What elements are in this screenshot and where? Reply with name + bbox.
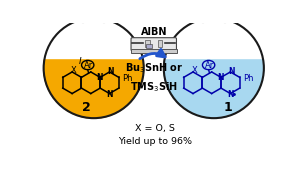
Text: X: X [192,66,197,75]
FancyArrowPatch shape [140,49,165,59]
Bar [146,44,152,48]
Circle shape [164,18,264,118]
Text: N: N [96,73,103,82]
Text: N: N [107,67,113,77]
Bar [42,0,145,58]
Text: AIBN: AIBN [140,27,167,37]
Text: X: X [71,66,76,75]
Text: 2: 2 [82,101,90,114]
Text: X = O, S
Yield up to 96%: X = O, S Yield up to 96% [118,124,192,146]
Text: N: N [227,90,234,99]
Text: N: N [106,90,113,99]
Text: •: • [230,90,237,100]
Bar [158,40,162,47]
Text: Bu$_3$SnH or
TMS$_3$SiH: Bu$_3$SnH or TMS$_3$SiH [125,61,183,94]
Text: N: N [228,67,234,77]
Text: 1: 1 [223,101,232,114]
Text: Ph: Ph [122,74,132,83]
Text: Ar: Ar [84,60,93,70]
Bar [145,40,150,47]
Circle shape [44,18,144,118]
Bar [131,49,177,53]
Text: I: I [79,57,81,66]
Bar [162,0,266,58]
Text: Ar: Ar [205,60,214,70]
Bar [83,0,104,21]
Text: Ph: Ph [243,74,253,83]
Bar [203,0,225,21]
Text: N: N [217,73,224,82]
FancyBboxPatch shape [131,38,176,51]
